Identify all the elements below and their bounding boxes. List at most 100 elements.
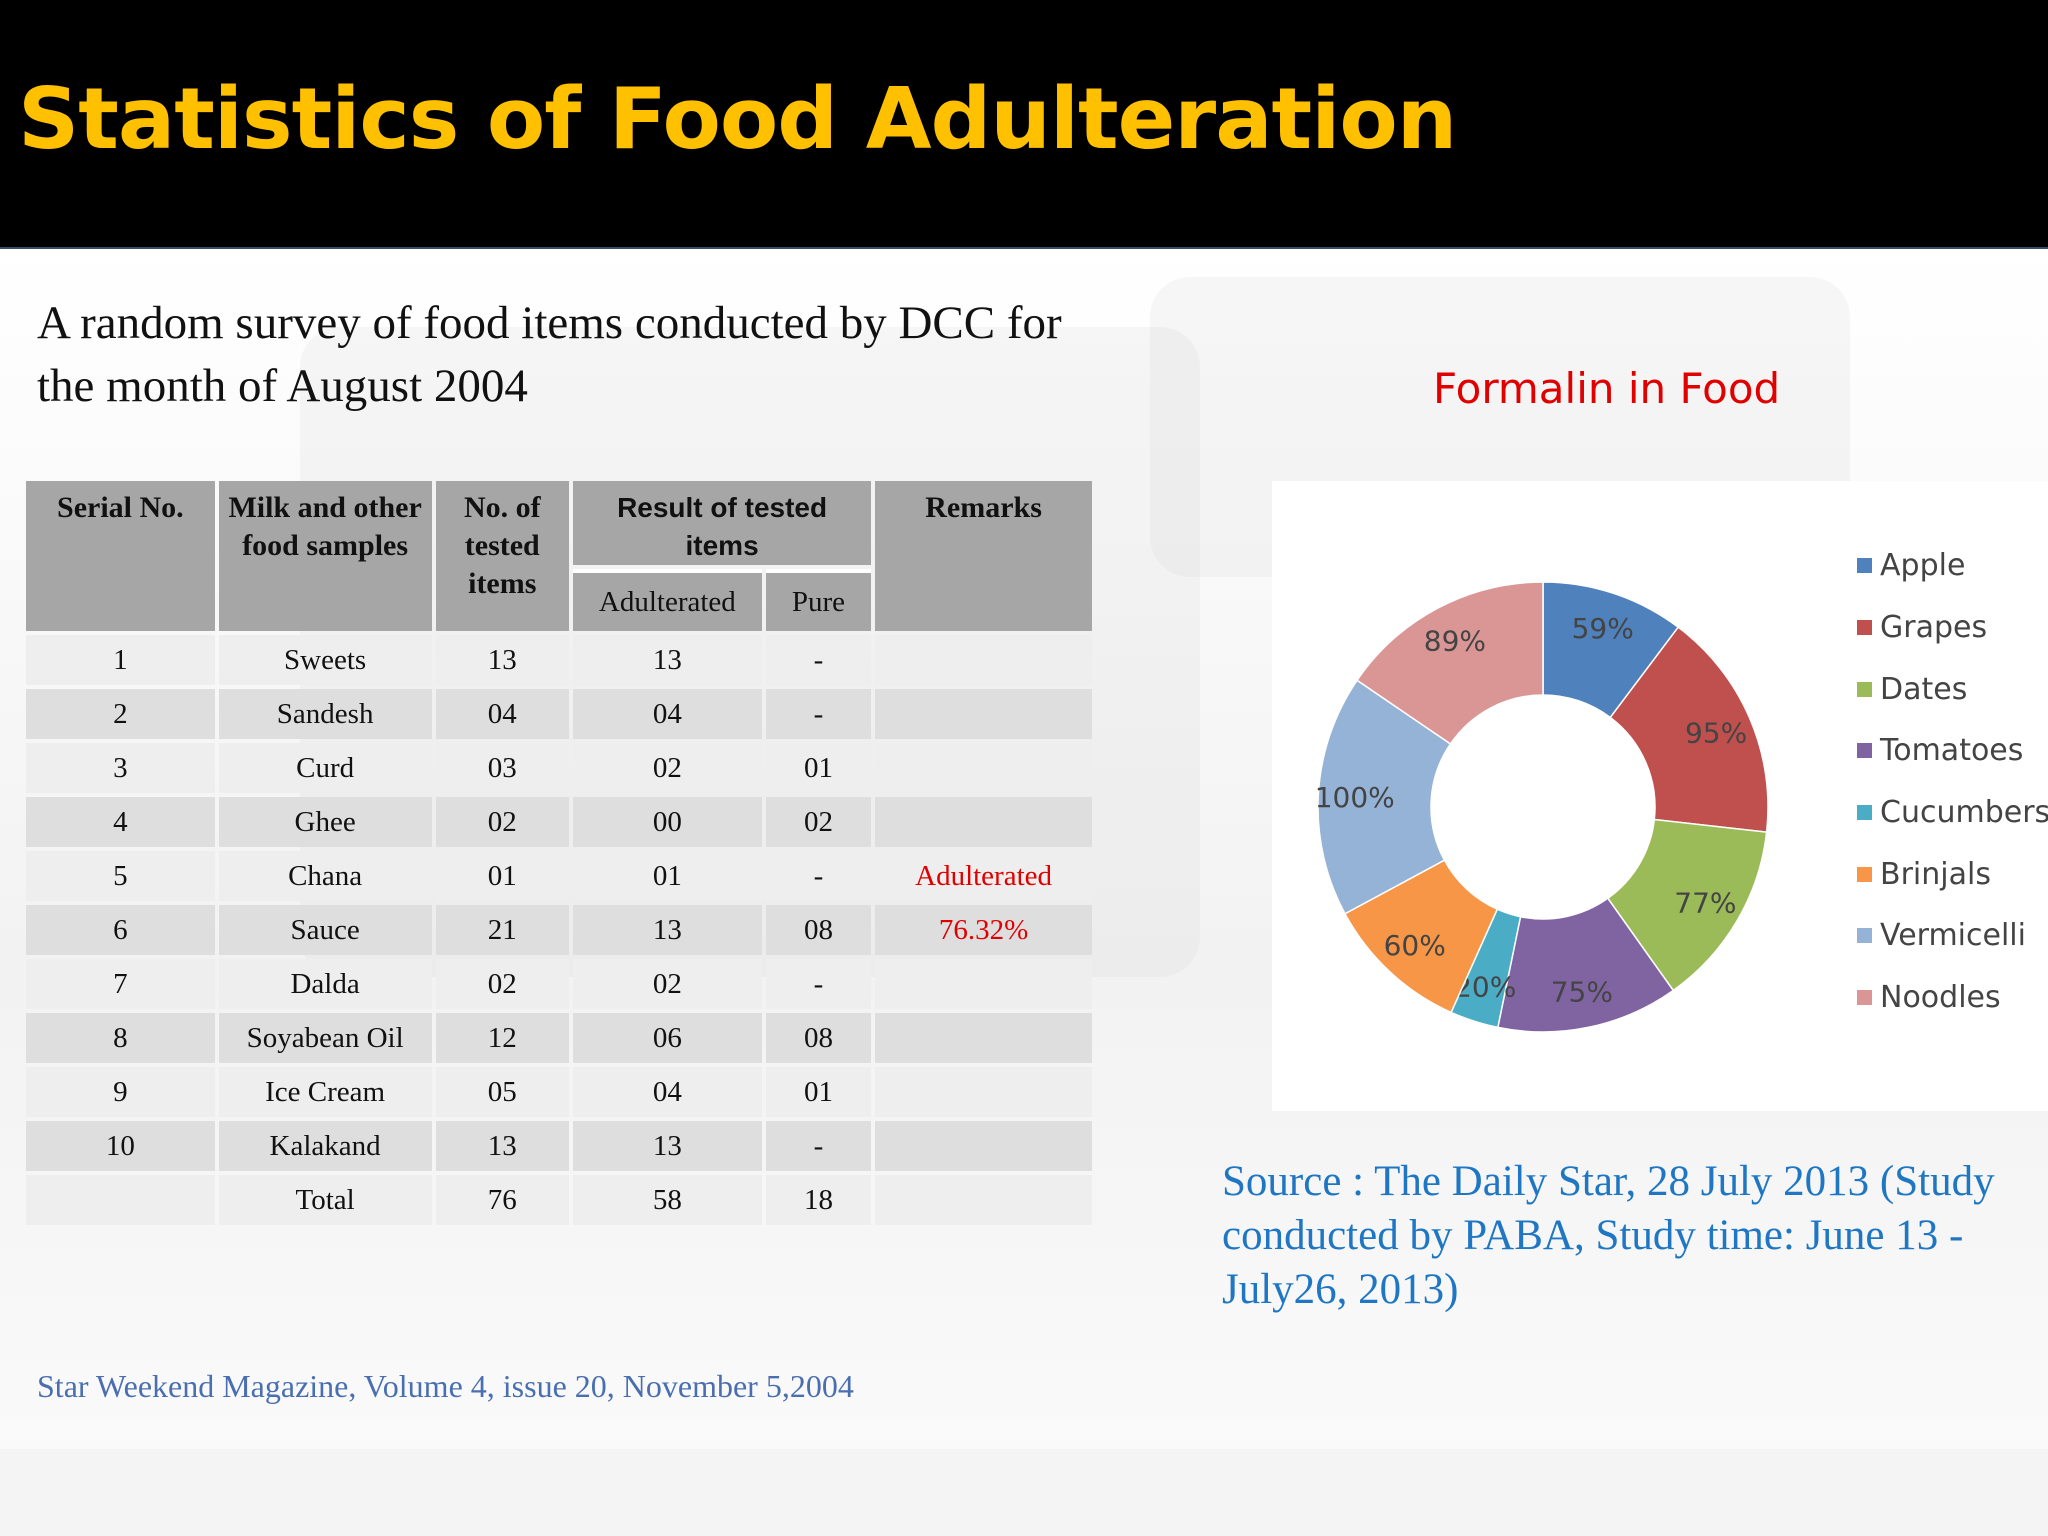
cell-tested: 12 — [435, 1013, 570, 1063]
header-pure: Pure — [765, 569, 872, 631]
cell-pure: - — [765, 851, 872, 901]
cell-sample: Ice Cream — [218, 1067, 432, 1117]
chart-panel: 59% 95% 77% 75% 20% 60% 100% 89% — [1272, 481, 2048, 1111]
left-source-citation: Star Weekend Magazine, Volume 4, issue 2… — [37, 1368, 854, 1404]
legend-item-noodles: Noodles — [1857, 967, 2048, 1029]
cell-pure: - — [765, 689, 872, 739]
data-label-grapes: 95% — [1685, 716, 1747, 749]
legend-label: Cucumbers — [1880, 795, 2048, 831]
cell-serial: 6 — [26, 905, 215, 955]
data-label-tomatoes: 75% — [1551, 975, 1613, 1008]
legend-swatch — [1857, 558, 1872, 574]
cell-tested: 02 — [435, 959, 570, 1009]
slide-title: Statistics of Food Adulteration — [18, 70, 1457, 169]
cell-remarks — [875, 743, 1092, 793]
cell-sample: Sauce — [218, 905, 432, 955]
cell-remarks: Adulterated — [875, 851, 1092, 901]
cell-pure: - — [765, 1121, 872, 1171]
legend-item-brinjals: Brinjals — [1857, 843, 2048, 905]
legend-swatch — [1857, 743, 1872, 759]
cell-pure: 18 — [765, 1175, 872, 1225]
legend-swatch — [1857, 681, 1872, 697]
cell-serial: 2 — [26, 689, 215, 739]
legend-item-grapes: Grapes — [1857, 597, 2048, 659]
legend-item-dates: Dates — [1857, 658, 2048, 720]
slice-noodles — [1356, 581, 1544, 745]
data-label-noodles: 89% — [1424, 624, 1486, 657]
cell-sample: Kalakand — [218, 1121, 432, 1171]
header-tested: No. of tested items — [435, 481, 570, 631]
slice-dates — [1606, 818, 1768, 992]
cell-adulterated: 13 — [573, 1121, 762, 1171]
cell-adulterated: 04 — [573, 689, 762, 739]
legend-item-vermicelli: Vermicelli — [1857, 905, 2048, 967]
header-samples: Milk and other food samples — [218, 481, 432, 631]
cell-serial: 9 — [26, 1067, 215, 1117]
cell-remarks — [875, 635, 1092, 685]
donut-chart: 59%95%77%75%20%60%100%89% — [1315, 581, 1769, 1033]
legend-label: Vermicelli — [1880, 918, 2026, 954]
slice-grapes — [1609, 626, 1769, 833]
cell-tested: 01 — [435, 851, 570, 901]
table-row: 7 Dalda 02 02- — [26, 959, 1092, 1009]
cell-remarks — [875, 1175, 1092, 1225]
survey-table-body: 1 Sweets 13 13-2 Sandesh 04 04-3 Curd 03 02 01 4 Ghe… — [26, 635, 1092, 1225]
legend-item-tomatoes: Tomatoes — [1857, 720, 2048, 782]
cell-remarks — [875, 1013, 1092, 1063]
cell-sample: Dalda — [218, 959, 432, 1009]
chart-legend: Apple Grapes Dates Tomatoes Cucumbers Brinjal… — [1857, 535, 2048, 1029]
cell-adulterated: 58 — [573, 1175, 762, 1225]
table-row: 4 Ghee 02 00 02 — [26, 797, 1092, 847]
cell-tested: 76 — [435, 1175, 570, 1225]
cell-sample: Total — [218, 1175, 432, 1225]
data-label-brinjals: 60% — [1384, 929, 1446, 962]
cell-pure: - — [765, 959, 872, 1009]
table-row: Total 76 58 18 — [26, 1175, 1092, 1225]
table-row: 2 Sandesh 04 04- — [26, 689, 1092, 739]
cell-remarks — [875, 689, 1092, 739]
cell-adulterated: 01 — [573, 851, 762, 901]
cell-tested: 04 — [435, 689, 570, 739]
cell-tested: 05 — [435, 1067, 570, 1117]
legend-label: Tomatoes — [1880, 733, 2024, 769]
cell-adulterated: 02 — [573, 743, 762, 793]
cell-pure: 02 — [765, 797, 872, 847]
data-label-apple: 59% — [1572, 612, 1634, 645]
title-bar: Statistics of Food Adulteration — [0, 0, 2048, 249]
survey-table: Serial No. Milk and other food samples N… — [22, 477, 1096, 1229]
legend-label: Grapes — [1880, 610, 1988, 646]
cell-adulterated: 04 — [573, 1067, 762, 1117]
header-remarks: Remarks — [875, 481, 1092, 631]
table-row: 10 Kalakand 13 13- — [26, 1121, 1092, 1171]
legend-swatch — [1857, 928, 1872, 944]
cell-serial: 10 — [26, 1121, 215, 1171]
legend-item-apple: Apple — [1857, 535, 2048, 597]
header-serial: Serial No. — [26, 481, 215, 631]
slice-vermicelli — [1317, 679, 1452, 915]
cell-pure: 01 — [765, 1067, 872, 1117]
table-row: 9 Ice Cream 05 04 01 — [26, 1067, 1092, 1117]
survey-table-header: Serial No. Milk and other food samples N… — [26, 481, 1092, 631]
cell-remarks: 76.32% — [875, 905, 1092, 955]
cell-pure: 01 — [765, 743, 872, 793]
legend-label: Apple — [1880, 548, 1966, 584]
cell-adulterated: 13 — [573, 905, 762, 955]
cell-sample: Soyabean Oil — [218, 1013, 432, 1063]
cell-remarks — [875, 797, 1092, 847]
right-source-citation: Source : The Daily Star, 28 July 2013 (S… — [1222, 1158, 1995, 1313]
cell-serial: 5 — [26, 851, 215, 901]
cell-tested: 21 — [435, 905, 570, 955]
cell-sample: Sandesh — [218, 689, 432, 739]
cell-serial: 3 — [26, 743, 215, 793]
cell-remarks — [875, 959, 1092, 1009]
cell-remarks — [875, 1121, 1092, 1171]
table-row: 8 Soyabean Oil 12 06 08 — [26, 1013, 1092, 1063]
cell-adulterated: 13 — [573, 635, 762, 685]
data-label-vermicelli: 100% — [1315, 781, 1395, 814]
cell-tested: 03 — [435, 743, 570, 793]
header-adulterated: Adulterated — [573, 569, 762, 631]
legend-swatch — [1857, 620, 1872, 636]
header-result: Result of tested items — [573, 481, 872, 565]
cell-sample: Curd — [218, 743, 432, 793]
cell-serial: 8 — [26, 1013, 215, 1063]
